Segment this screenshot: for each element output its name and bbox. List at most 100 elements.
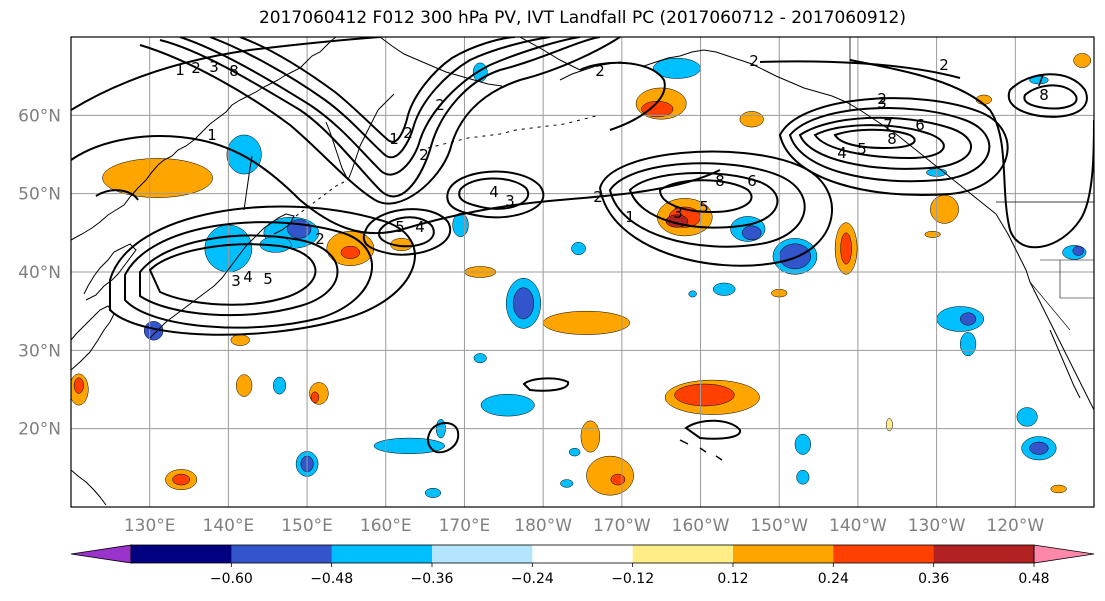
lat-tick-label: 60°N bbox=[18, 106, 61, 126]
lon-tick-label: 120°W bbox=[986, 516, 1044, 536]
contour-label: 1 bbox=[389, 130, 399, 148]
contour-line bbox=[148, 243, 317, 306]
coast-japan bbox=[149, 223, 271, 339]
pv-anomaly-blob bbox=[230, 334, 250, 346]
lon-tick-label: 180°W bbox=[514, 516, 572, 536]
contour-label: 2 bbox=[191, 59, 201, 77]
contour-label: 3 bbox=[673, 204, 683, 222]
contour-label: 5 bbox=[263, 270, 273, 288]
hawaii-islands bbox=[679, 439, 723, 461]
contour-line bbox=[71, 135, 721, 235]
contour-line bbox=[139, 37, 621, 205]
contour-label: 3 bbox=[505, 192, 515, 210]
contour-line bbox=[598, 150, 834, 267]
pv-anomaly-blob bbox=[840, 232, 852, 265]
contour-label: 5 bbox=[699, 198, 709, 216]
contour-line bbox=[608, 162, 806, 248]
pv-anomaly-blob bbox=[236, 374, 253, 397]
pv-anomaly-blob bbox=[688, 290, 697, 298]
contour-line bbox=[209, 37, 551, 159]
contour-label: 6 bbox=[747, 172, 757, 190]
contour-label: 2 bbox=[435, 96, 445, 114]
contour-label: 3 bbox=[877, 94, 887, 112]
contour-label: 2 bbox=[419, 146, 429, 164]
lat-tick-label: 40°N bbox=[18, 263, 61, 283]
pv-anomaly-blob bbox=[959, 312, 977, 326]
colorbar-segment bbox=[331, 545, 433, 563]
contour-label: 8 bbox=[229, 62, 239, 80]
pv-anomaly-blob bbox=[741, 225, 762, 241]
pv-anomaly-blob bbox=[959, 332, 977, 357]
contour-line bbox=[362, 208, 452, 256]
pv-anomaly-blob bbox=[452, 213, 469, 237]
colorbar-extend-high bbox=[1033, 544, 1095, 564]
contour-label: 2 bbox=[749, 52, 759, 70]
pv-anomaly-blob bbox=[610, 473, 626, 486]
contour-label: 4 bbox=[415, 218, 425, 236]
colorbar-tick-label: 0.12 bbox=[717, 571, 748, 587]
pv-anomaly-blob bbox=[480, 393, 535, 417]
colorbar-segment bbox=[933, 545, 1035, 563]
contour-line bbox=[684, 419, 741, 440]
pv-anomaly-blob bbox=[513, 287, 534, 320]
pv-anomaly-blob bbox=[542, 310, 630, 335]
coast-taiwan bbox=[71, 469, 107, 506]
border-states-2 bbox=[1059, 260, 1094, 299]
pv-anomaly-blob bbox=[1073, 53, 1092, 68]
coast-sakhalin bbox=[243, 155, 253, 211]
contour-label: 1 bbox=[625, 208, 635, 226]
contour-label: 2 bbox=[877, 90, 887, 108]
coast-china bbox=[71, 305, 115, 371]
contour-line bbox=[628, 171, 779, 229]
contour-line bbox=[788, 107, 991, 183]
lon-tick-label: 140°E bbox=[203, 516, 255, 536]
colorbar-tick-label: 0.24 bbox=[818, 571, 849, 587]
lon-tick-label: 130°E bbox=[124, 516, 176, 536]
map-title: 2017060412 F012 300 hPa PV, IVT Landfall… bbox=[258, 8, 906, 28]
pv-anomaly-blob bbox=[886, 418, 893, 432]
contour-line bbox=[1007, 73, 1088, 118]
contour-label: 1 bbox=[207, 126, 217, 144]
pv-anomaly-blob bbox=[560, 479, 574, 488]
colorbar-segment bbox=[833, 545, 934, 563]
pv-anomaly-blob bbox=[73, 377, 84, 394]
coast-na-west bbox=[995, 213, 1094, 411]
contour-line bbox=[522, 377, 569, 392]
contour-line bbox=[109, 205, 416, 336]
pv-anomaly-blob bbox=[674, 383, 735, 407]
aleutian-islands bbox=[419, 115, 597, 151]
contour-line bbox=[798, 116, 972, 170]
colorbar-segment bbox=[131, 545, 232, 563]
pv-anomaly-blob bbox=[172, 473, 191, 486]
pv-anomaly-blob bbox=[930, 194, 959, 224]
pv-anomaly-blob bbox=[272, 376, 287, 395]
coast-baja bbox=[1049, 329, 1081, 399]
contour-label: 7 bbox=[1035, 72, 1045, 90]
pv-anomaly-blob bbox=[102, 158, 213, 198]
contour-label: 1 bbox=[175, 61, 185, 79]
pv-anomaly-blob bbox=[586, 455, 634, 496]
pv-anomaly-blob bbox=[580, 420, 601, 453]
contour-label: 2 bbox=[595, 62, 605, 80]
pv-anomaly-blob bbox=[373, 437, 446, 454]
contour-line bbox=[813, 124, 945, 160]
lat-tick-label: 20°N bbox=[18, 420, 61, 440]
lon-tick-label: 160°W bbox=[672, 516, 730, 536]
coast-asia bbox=[71, 37, 337, 241]
contour-label: 8 bbox=[887, 130, 897, 148]
contour-label: 3 bbox=[231, 272, 241, 290]
pv-anomaly-blob bbox=[340, 245, 361, 259]
colorbar-segment bbox=[432, 545, 533, 563]
colorbar-tick-label: −0.36 bbox=[411, 571, 454, 587]
contour-line bbox=[159, 37, 601, 198]
colorbar-extend-low bbox=[70, 544, 132, 564]
border-states-3 bbox=[1029, 281, 1071, 331]
contour-label: 5 bbox=[395, 218, 405, 236]
contour-label: 4 bbox=[837, 144, 847, 162]
contour-label: 6 bbox=[915, 116, 925, 134]
pv-anomaly-blob bbox=[739, 111, 764, 128]
contour-label: 2 bbox=[939, 56, 949, 74]
latitude-labels: 20°N 30°N 40°N 50°N 60°N bbox=[18, 106, 61, 439]
